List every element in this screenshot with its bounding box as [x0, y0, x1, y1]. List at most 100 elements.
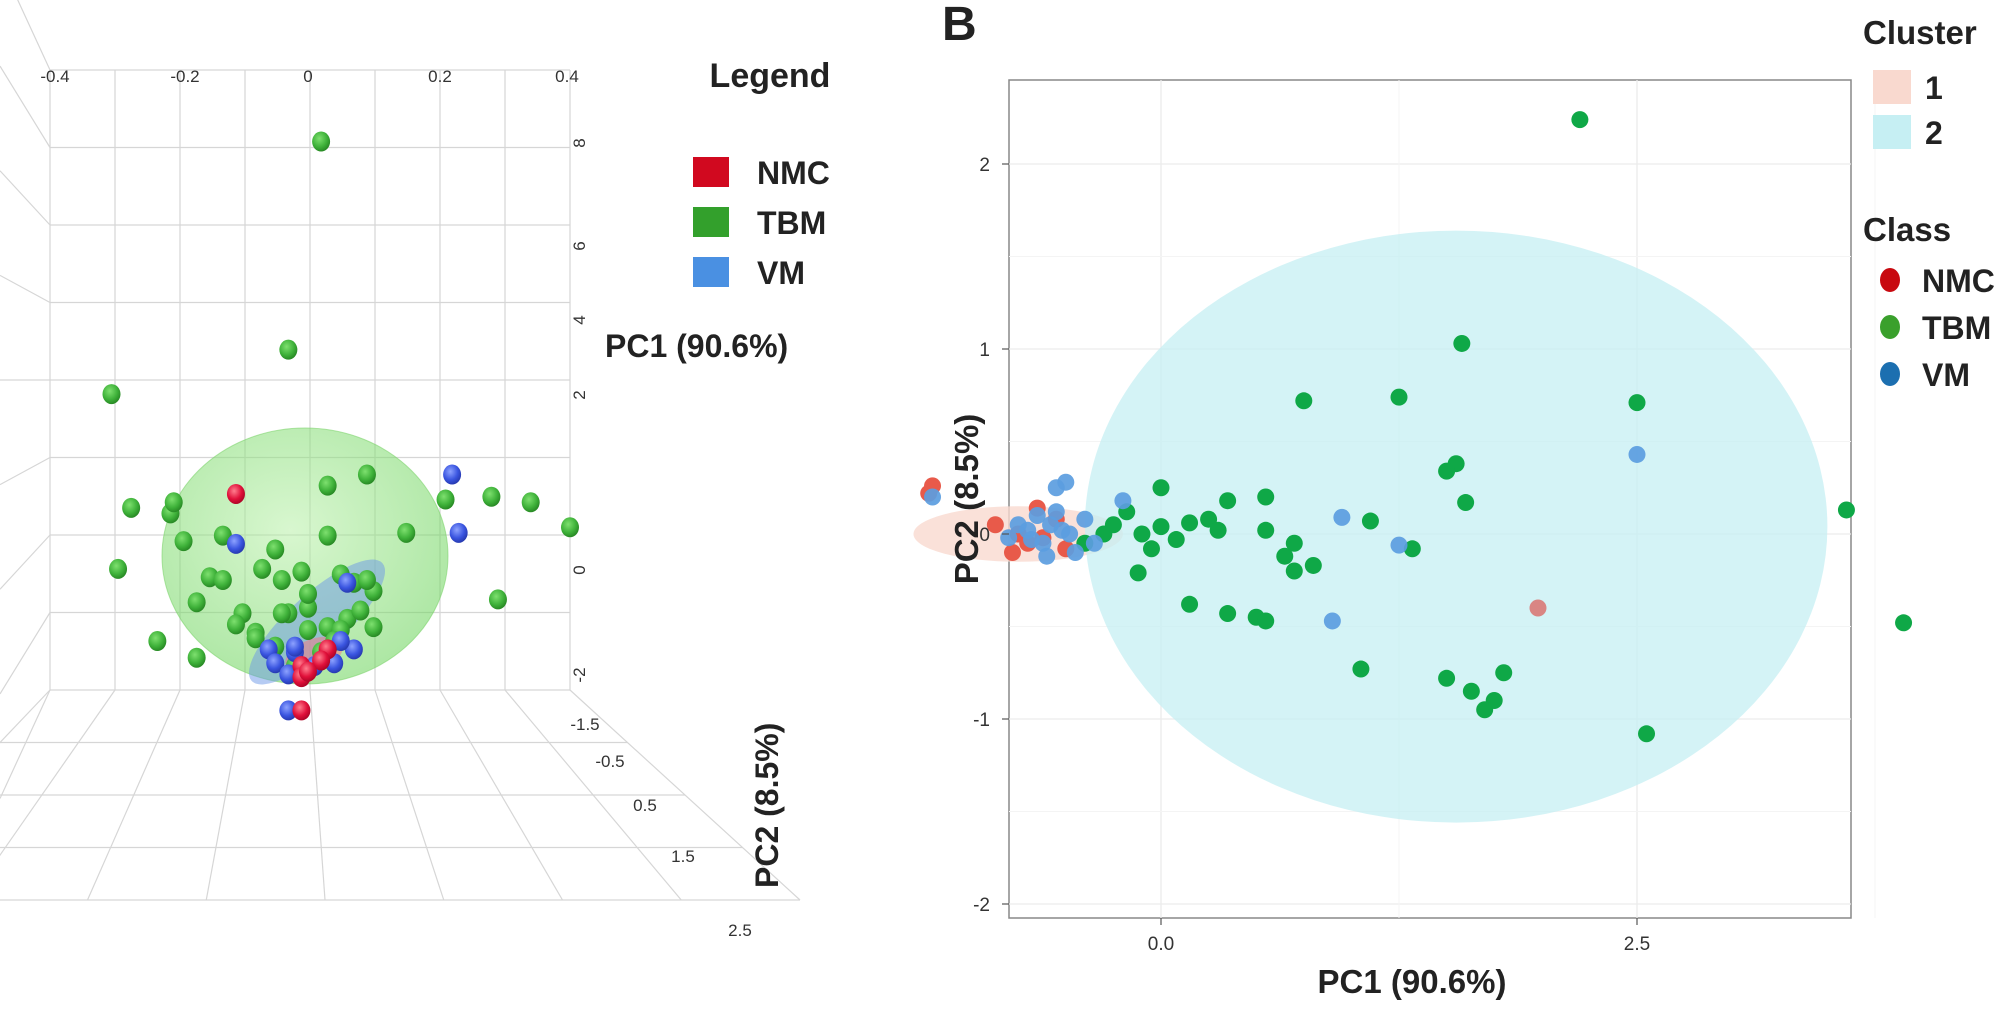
a-legend-swatch-nmc [693, 157, 729, 187]
panel-b-scatter-chart: B 0.02.55.0210-1-2 PC1 (90.6%) PC2 (8.5%… [913, 0, 1995, 1000]
a-point-vm [443, 464, 462, 485]
b-x-axis-label: PC1 (90.6%) [1318, 963, 1507, 1000]
b-point-tbm [1438, 669, 1456, 687]
b-legend-class-dot-nmc [1880, 268, 1900, 292]
b-legend-class-label-nmc: NMC [1922, 263, 1995, 299]
a-point-tbm [318, 475, 337, 496]
a-point-vm [226, 533, 245, 554]
a-right-tick: 8 [570, 138, 589, 147]
b-point-tbm [1628, 394, 1646, 412]
panel-b-label: B [942, 0, 977, 51]
b-point-tbm [1142, 540, 1160, 558]
a-point-tbm [292, 561, 311, 582]
panel-a-3d-chart: -0.4 -0.2 0 0.2 0.486420-2-1.5-0.50.51.52.5 … [0, 0, 830, 940]
b-point-vm [1061, 525, 1079, 543]
b-point-tbm [1390, 388, 1408, 406]
a-point-nmc [226, 483, 245, 504]
b-point-tbm [1285, 534, 1303, 552]
a-grid-line [17, 0, 51, 71]
b-point-tbm [1285, 562, 1303, 580]
b-point-tbm [1167, 531, 1185, 549]
b-point-vm [1066, 544, 1084, 561]
b-point-tbm [1257, 488, 1275, 506]
b-point-vm [1114, 492, 1132, 510]
a-point-nmc [312, 650, 331, 671]
b-legend-cluster-label-1: 1 [1925, 70, 1943, 106]
a-depth-tick: 2.5 [728, 921, 752, 940]
b-point-tbm [1462, 682, 1480, 700]
a-top-tick: 0.4 [555, 67, 579, 86]
b-point-tbm [1361, 512, 1379, 530]
b-point-tbm [1352, 660, 1370, 678]
b-point-nmc [1529, 599, 1547, 617]
a-depth-tick: -0.5 [595, 752, 624, 771]
b-point-tbm [1304, 556, 1322, 574]
b-point-tbm [1495, 664, 1513, 682]
b-legend-cluster-swatch-2 [1873, 115, 1911, 149]
b-point-tbm [1837, 501, 1855, 519]
a-depth-tick: 0.5 [633, 796, 657, 815]
a-point-tbm [312, 131, 331, 152]
b-point-vm [1028, 507, 1046, 524]
a-point-tbm [148, 631, 167, 652]
b-point-tbm [1403, 540, 1421, 558]
b-y-tick-label: -2 [973, 895, 990, 916]
a-depth-tick: 1.5 [671, 847, 695, 866]
a-pc2-axis-label: PC2 (8.5%) [749, 723, 785, 888]
b-point-tbm [1152, 518, 1170, 536]
a-point-tbm [164, 492, 183, 513]
b-point-tbm [1209, 521, 1227, 539]
a-grid-line [0, 65, 51, 148]
b-point-tbm [1257, 521, 1275, 539]
a-point-vm [338, 572, 357, 593]
a-grid-line [0, 689, 51, 799]
a-top-tick: 0 [303, 67, 312, 86]
b-point-vm [1047, 479, 1065, 497]
a-point-tbm [253, 558, 272, 579]
a-point-tbm [279, 339, 298, 360]
b-legend-class-label-tbm: TBM [1922, 310, 1991, 346]
a-point-tbm [299, 583, 317, 604]
a-top-tick: -0.4 [40, 67, 69, 86]
a-point-tbm [357, 464, 376, 485]
b-point-vm [1333, 508, 1351, 526]
a-point-vm [285, 636, 304, 657]
b-point-nmc [1003, 544, 1021, 561]
b-x-tick-label: 0.0 [1148, 934, 1174, 955]
b-cluster-legend-title: Cluster [1863, 14, 1977, 51]
a-point-tbm [122, 497, 141, 518]
b-point-tbm [1219, 605, 1237, 623]
a-point-nmc [292, 700, 311, 721]
a-point-tbm [266, 539, 285, 560]
b-point-vm [924, 488, 942, 506]
a-point-tbm [213, 570, 232, 590]
b-ticks: 0.02.55.0210-1-2 [973, 155, 1650, 955]
a-point-tbm [364, 617, 383, 638]
b-y-tick-label: -1 [973, 710, 990, 731]
a-point-vm [449, 522, 468, 543]
a-point-tbm [561, 517, 579, 538]
a-point-tbm [318, 525, 337, 546]
b-point-tbm [1152, 479, 1170, 497]
a-grid-line [0, 689, 51, 744]
a-right-tick: -2 [570, 667, 589, 682]
a-legend-label-tbm: TBM [757, 205, 826, 241]
a-right-tick: 6 [570, 241, 589, 250]
b-point-tbm [1476, 701, 1494, 719]
a-pc1-axis-label: PC1 (90.6%) [605, 328, 788, 364]
b-point-vm [1628, 445, 1646, 463]
a-grid-line [0, 456, 51, 486]
b-point-tbm [1638, 725, 1656, 743]
a-legend-swatch-vm [693, 257, 729, 287]
b-point-tbm [1181, 595, 1199, 613]
a-point-tbm [187, 592, 206, 613]
a-point-tbm [357, 570, 376, 590]
a-point-tbm [397, 522, 416, 543]
b-point-tbm [1104, 516, 1122, 534]
a-point-tbm [488, 589, 507, 610]
a-point-nmc [299, 661, 317, 682]
a-point-tbm [174, 531, 193, 552]
b-point-tbm [1181, 514, 1199, 532]
b-legend-class-label-vm: VM [1922, 357, 1970, 393]
